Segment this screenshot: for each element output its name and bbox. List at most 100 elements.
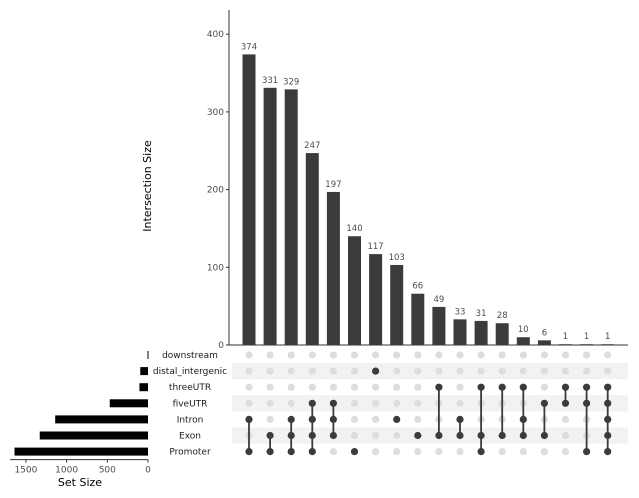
matrix-dot-active — [561, 383, 570, 391]
matrix-dot-inactive — [287, 383, 295, 391]
matrix-dot-inactive — [561, 367, 570, 375]
matrix-dot-inactive — [498, 448, 506, 456]
intersection-bar-label: 1 — [563, 332, 568, 342]
matrix-dot-active — [329, 431, 337, 440]
intersection-bar — [537, 340, 551, 345]
intersection-bar — [305, 153, 319, 345]
matrix-dot-active — [456, 431, 464, 440]
matrix-dot-active — [245, 448, 253, 456]
matrix-dot-inactive — [350, 351, 359, 359]
matrix-dot-inactive — [287, 351, 295, 359]
intersection-bar — [474, 320, 488, 345]
intersection-bar-label: 374 — [241, 42, 257, 52]
matrix-dot-active — [519, 431, 527, 440]
matrix-dot-inactive — [329, 367, 337, 375]
matrix-dot-inactive — [414, 383, 422, 391]
matrix-dot-inactive — [498, 367, 506, 375]
matrix-dot-inactive — [393, 367, 401, 375]
intersection-bar — [580, 344, 594, 345]
matrix-dot-active — [287, 431, 295, 440]
matrix-dot-inactive — [414, 415, 422, 423]
matrix-dot-active — [540, 431, 549, 440]
matrix-dot-active — [372, 367, 380, 375]
matrix-dot-inactive — [287, 399, 295, 407]
set-label: fiveUTR — [173, 399, 208, 409]
matrix-dot-inactive — [519, 448, 527, 456]
intersection-bar — [390, 264, 404, 345]
matrix-dot-active — [414, 431, 422, 440]
set-size-tick-label: 1500 — [14, 466, 37, 476]
matrix-dot-inactive — [393, 399, 401, 407]
matrix-dot-inactive — [540, 448, 549, 456]
set-size-tick-label: 1000 — [55, 466, 78, 476]
matrix-dot-active — [287, 415, 295, 423]
matrix-dot-active — [540, 399, 549, 407]
set-size-bar — [140, 367, 148, 376]
intersection-bar-label: 140 — [346, 224, 362, 234]
set-size-axis-title: Set Size — [58, 476, 102, 489]
matrix-dot-inactive — [561, 351, 570, 359]
matrix-dot-inactive — [372, 399, 380, 407]
matrix-dot-inactive — [561, 415, 570, 423]
matrix-dot-inactive — [456, 399, 464, 407]
matrix-dot-inactive — [245, 383, 253, 391]
set-size-bar — [14, 447, 149, 456]
matrix-dot-active — [350, 448, 359, 456]
matrix-dot-active — [604, 383, 612, 391]
matrix-dot-active — [245, 415, 253, 423]
intersection-bar — [348, 236, 361, 345]
intersection-bar-label: 66 — [412, 282, 423, 292]
matrix-dot-inactive — [393, 448, 401, 456]
set-label: Intron — [177, 415, 204, 425]
matrix-dot-inactive — [561, 431, 570, 440]
matrix-dot-active — [519, 383, 527, 391]
matrix-dot-active — [308, 415, 316, 423]
intersection-bar-label: 331 — [262, 76, 278, 86]
intersection-bar-label: 1 — [605, 332, 610, 342]
intersection-bar — [284, 89, 298, 345]
matrix-dot-active — [435, 383, 443, 391]
intersection-bar-label: 247 — [304, 141, 320, 151]
intersection-bar — [411, 293, 425, 345]
matrix-dot-inactive — [350, 415, 359, 423]
matrix-dot-inactive — [393, 431, 401, 440]
matrix-dot-inactive — [414, 351, 422, 359]
intersection-bar — [516, 337, 530, 345]
matrix-dot-active — [604, 448, 612, 456]
matrix-dot-active — [477, 431, 485, 440]
matrix-dot-inactive — [350, 383, 359, 391]
matrix-dot-inactive — [456, 367, 464, 375]
intersection-bar-label: 1 — [584, 332, 589, 342]
matrix-dot-inactive — [308, 383, 316, 391]
intersection-bar — [326, 191, 340, 345]
matrix-dot-inactive — [561, 448, 570, 456]
matrix-dot-active — [583, 383, 591, 391]
matrix-stripe — [232, 395, 628, 412]
matrix-dot-inactive — [393, 383, 401, 391]
y-tick-label: 0 — [218, 341, 224, 351]
y-tick-label: 400 — [207, 30, 224, 40]
intersection-bar — [559, 344, 572, 345]
set-label: threeUTR — [169, 383, 211, 393]
matrix-dot-inactive — [456, 448, 464, 456]
set-size-bar — [55, 415, 149, 424]
matrix-dot-inactive — [519, 367, 527, 375]
set-size-bar — [147, 351, 149, 359]
matrix-dot-inactive — [477, 351, 485, 359]
intersection-bar — [601, 344, 615, 345]
intersection-bar — [263, 87, 277, 346]
intersection-bar — [369, 254, 383, 345]
matrix-dot-active — [393, 415, 401, 423]
matrix-dot-active — [308, 431, 316, 440]
y-axis-title: Intersection Size — [141, 140, 154, 232]
matrix-dot-inactive — [372, 383, 380, 391]
intersection-bar-label: 329 — [283, 77, 299, 87]
matrix-dot-active — [561, 399, 570, 407]
matrix-dot-inactive — [540, 367, 549, 375]
matrix-dot-inactive — [414, 367, 422, 375]
matrix-dot-inactive — [540, 383, 549, 391]
matrix-dot-active — [329, 399, 337, 407]
matrix-dot-active — [583, 448, 591, 456]
matrix-dot-inactive — [435, 448, 443, 456]
